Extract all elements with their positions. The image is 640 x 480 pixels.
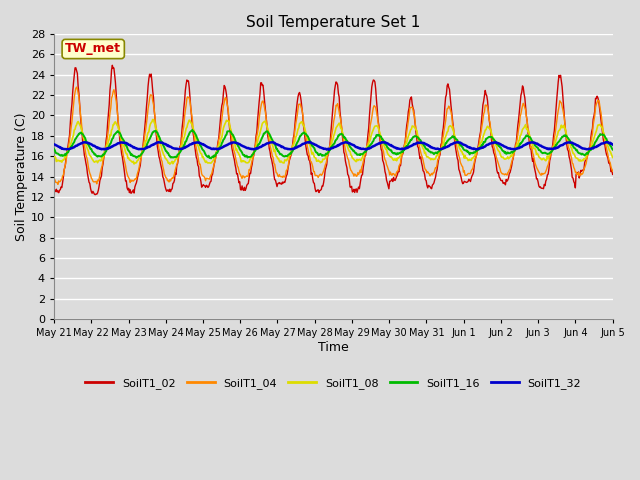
SoilT1_04 bbox=[176, 145, 184, 151]
SoilT1_04 bbox=[50, 177, 58, 182]
SoilT1_16 bbox=[175, 151, 182, 157]
SoilT1_04 bbox=[419, 157, 427, 163]
SoilT1_08 bbox=[403, 139, 411, 145]
SoilT1_08 bbox=[419, 146, 427, 152]
Line: SoilT1_04: SoilT1_04 bbox=[54, 87, 612, 184]
Legend: SoilT1_02, SoilT1_04, SoilT1_08, SoilT1_16, SoilT1_32: SoilT1_02, SoilT1_04, SoilT1_08, SoilT1_… bbox=[81, 373, 586, 393]
SoilT1_32 bbox=[403, 145, 411, 151]
SoilT1_02 bbox=[50, 186, 58, 192]
SoilT1_32 bbox=[306, 139, 314, 145]
SoilT1_32 bbox=[419, 140, 427, 146]
SoilT1_08 bbox=[118, 135, 125, 141]
SoilT1_02 bbox=[419, 168, 427, 174]
SoilT1_02 bbox=[609, 171, 616, 177]
SoilT1_16 bbox=[609, 147, 616, 153]
SoilT1_02 bbox=[205, 181, 213, 187]
Line: SoilT1_32: SoilT1_32 bbox=[54, 142, 612, 150]
SoilT1_16 bbox=[403, 143, 411, 149]
SoilT1_16 bbox=[419, 141, 427, 147]
SoilT1_16 bbox=[118, 135, 125, 141]
SoilT1_32 bbox=[50, 142, 58, 147]
SoilT1_02 bbox=[60, 167, 68, 172]
SoilT1_04 bbox=[119, 152, 127, 158]
SoilT1_02 bbox=[92, 192, 99, 198]
SoilT1_08 bbox=[149, 117, 157, 122]
X-axis label: Time: Time bbox=[318, 341, 349, 354]
SoilT1_32 bbox=[60, 146, 68, 152]
SoilT1_16 bbox=[189, 127, 196, 133]
SoilT1_02 bbox=[176, 144, 184, 149]
SoilT1_32 bbox=[204, 144, 212, 150]
Line: SoilT1_02: SoilT1_02 bbox=[54, 65, 612, 195]
SoilT1_16 bbox=[207, 156, 215, 161]
Line: SoilT1_08: SoilT1_08 bbox=[54, 120, 612, 164]
SoilT1_32 bbox=[609, 142, 616, 147]
SoilT1_16 bbox=[50, 146, 58, 152]
SoilT1_08 bbox=[50, 154, 58, 160]
SoilT1_08 bbox=[60, 156, 68, 162]
SoilT1_16 bbox=[60, 152, 68, 158]
SoilT1_16 bbox=[205, 153, 212, 158]
SoilT1_04 bbox=[403, 129, 411, 135]
Text: TW_met: TW_met bbox=[65, 43, 121, 56]
SoilT1_08 bbox=[205, 160, 213, 166]
Title: Soil Temperature Set 1: Soil Temperature Set 1 bbox=[246, 15, 420, 30]
SoilT1_04 bbox=[205, 176, 213, 182]
SoilT1_04 bbox=[61, 163, 68, 169]
SoilT1_08 bbox=[166, 161, 173, 167]
Line: SoilT1_16: SoilT1_16 bbox=[54, 130, 612, 158]
SoilT1_08 bbox=[609, 155, 616, 160]
SoilT1_04 bbox=[54, 181, 62, 187]
SoilT1_04 bbox=[73, 84, 81, 90]
SoilT1_32 bbox=[175, 146, 182, 152]
SoilT1_32 bbox=[325, 147, 333, 153]
SoilT1_08 bbox=[176, 148, 184, 154]
SoilT1_04 bbox=[609, 168, 616, 174]
SoilT1_32 bbox=[118, 140, 125, 145]
SoilT1_02 bbox=[119, 160, 127, 166]
SoilT1_02 bbox=[403, 122, 411, 128]
SoilT1_02 bbox=[109, 62, 116, 68]
Y-axis label: Soil Temperature (C): Soil Temperature (C) bbox=[15, 112, 28, 241]
